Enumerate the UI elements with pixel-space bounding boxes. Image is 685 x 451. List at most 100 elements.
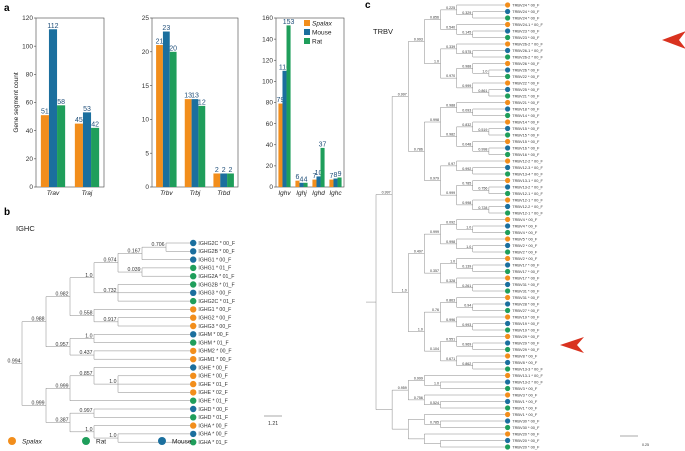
category-label: Ighj <box>296 190 307 197</box>
leaf-label: TRBV15 * 00_F <box>512 132 540 137</box>
category-label: Trbj <box>190 190 201 197</box>
leaf-marker-rat <box>505 93 511 99</box>
leaf-marker-mouse <box>505 301 511 307</box>
leaf-label: TRBV1 * 00_F <box>512 399 538 404</box>
support-value: 0.998 <box>446 240 455 244</box>
bar-value-label: 4 <box>304 176 308 183</box>
bar-value-label: 23 <box>162 25 170 32</box>
leaf-marker-rat <box>505 366 511 372</box>
leaf-label: TRBV12-3 * 00_F <box>512 165 543 170</box>
leaf-marker-rat <box>505 171 511 177</box>
support-value: 0.999 <box>32 400 45 406</box>
leaf-marker-mouse <box>190 256 197 263</box>
leaf-label: TRBV31 * 00_F <box>512 295 540 300</box>
leaf-label: TRBV13-1 * 00_F <box>512 373 543 378</box>
bar-value-label: 153 <box>283 19 295 26</box>
support-value: 1.0 <box>434 60 439 64</box>
leaf-marker-rat <box>505 34 511 41</box>
leaf-label: TRBV29 * 00_F <box>512 340 540 345</box>
leaf-label: IGHM2 * 00_F <box>198 349 231 355</box>
leaf-marker-spalax <box>505 41 511 47</box>
support-value: 1.0 <box>109 433 116 439</box>
leaf-label: TRBV31 * 00_F <box>512 282 540 287</box>
leaf-marker-mouse <box>190 239 197 247</box>
leaf-label: TRBV22 * 00_F <box>512 74 540 79</box>
legend-swatch-spalax <box>304 20 310 26</box>
support-value: 0.519 <box>478 128 487 132</box>
bar-rat <box>198 105 206 187</box>
bar-mouse <box>316 176 321 187</box>
leaf-label: TRBV30 * 00_F <box>512 425 540 430</box>
support-value: 0.048 <box>462 142 471 146</box>
support-value: 0.856 <box>430 16 439 20</box>
y-tick-label: 20 <box>142 49 150 56</box>
highlight-arrow-icon <box>662 31 685 49</box>
leaf-marker-mouse <box>190 430 197 438</box>
leaf-marker-rat <box>190 281 197 288</box>
support-value: 0.540 <box>446 25 455 29</box>
leaf-label: TRBV2 * 00_F <box>512 249 538 254</box>
leaf-label: IGHA * 01_F <box>198 440 227 446</box>
leaf-label: TRBV13-4 * 00_F <box>512 171 543 176</box>
leaf-label: IGHG2A * 01_F <box>198 274 234 280</box>
bar-value-label: 79 <box>277 97 285 104</box>
support-value: 0.785 <box>462 181 471 185</box>
bar-value-label: 12 <box>198 99 206 106</box>
bar-value-label: 2 <box>229 167 233 174</box>
support-value: 0.999 <box>56 383 69 389</box>
leaf-label: TRBV16 * 00_F <box>512 152 540 157</box>
bar-spalax <box>40 115 49 187</box>
support-value: 0.832 <box>462 123 471 127</box>
support-value: 1.0 <box>418 328 423 332</box>
bar-value-label: 20 <box>169 45 177 52</box>
leaf-marker-mouse <box>505 67 511 73</box>
support-value: 0.225 <box>446 6 455 10</box>
leaf-marker-spalax <box>505 236 511 242</box>
leaf-marker-mouse <box>505 242 511 249</box>
bar-rat <box>91 127 100 187</box>
bar-value-label: 21 <box>156 39 164 46</box>
support-value: 0.139 <box>462 264 471 268</box>
support-value: 0.959 <box>398 386 407 390</box>
leaf-marker-rat <box>505 190 511 197</box>
leaf-marker-spalax <box>505 80 511 86</box>
support-value: 0.992 <box>462 167 471 171</box>
leaf-label: IGHG1 * 00_F <box>198 257 231 263</box>
leaf-label: TRBV21 * 00_F <box>512 93 540 98</box>
leaf-marker-rat <box>190 397 197 404</box>
category-label: Ighv <box>278 190 291 197</box>
y-tick-label: 0 <box>269 184 273 191</box>
leaf-marker-rat <box>505 288 511 294</box>
support-value: 0.969 <box>462 342 471 346</box>
leaf-label: TRBV13-3 * 00_F <box>512 366 543 371</box>
leaf-label: TRBV24 * 00_F <box>512 15 540 20</box>
leaf-label: IGHE * 02_F <box>198 390 227 396</box>
leaf-label: TRBV8 * 00_F <box>512 353 538 358</box>
support-value: 0.994 <box>8 359 21 365</box>
support-value: 0.988 <box>32 317 45 323</box>
leaf-marker-mouse <box>190 331 197 338</box>
leaf-marker-spalax <box>505 2 511 8</box>
bar-rat <box>227 173 234 187</box>
leaf-marker-rat <box>505 15 511 21</box>
leaf-marker-spalax <box>190 380 197 388</box>
scale-bar-label: 1.21 <box>268 421 278 427</box>
leaf-label: TRBV27 * 00_F <box>512 308 540 313</box>
y-tick-label: 80 <box>26 72 34 79</box>
support-value: 0.732 <box>104 288 117 294</box>
leaf-marker-spalax <box>505 411 511 418</box>
support-value: 1.0 <box>482 69 487 73</box>
leaf-label: TRBV1 * 00_F <box>512 405 538 410</box>
leaf-marker-spalax <box>190 389 197 396</box>
leaf-label: IGHD * 00_F <box>198 407 228 413</box>
leaf-label: TRBV26-2 * 00_F <box>512 54 543 59</box>
leaf-label: TRBV14 * 00_F <box>512 113 540 118</box>
leaf-label: IGHA * 00_F <box>198 432 227 438</box>
support-value: 0.996 <box>446 318 455 322</box>
leaf-marker-spalax <box>505 333 511 340</box>
bar-spalax <box>213 173 221 187</box>
leaf-label: TRBV12-2 * 00_F <box>512 158 543 163</box>
